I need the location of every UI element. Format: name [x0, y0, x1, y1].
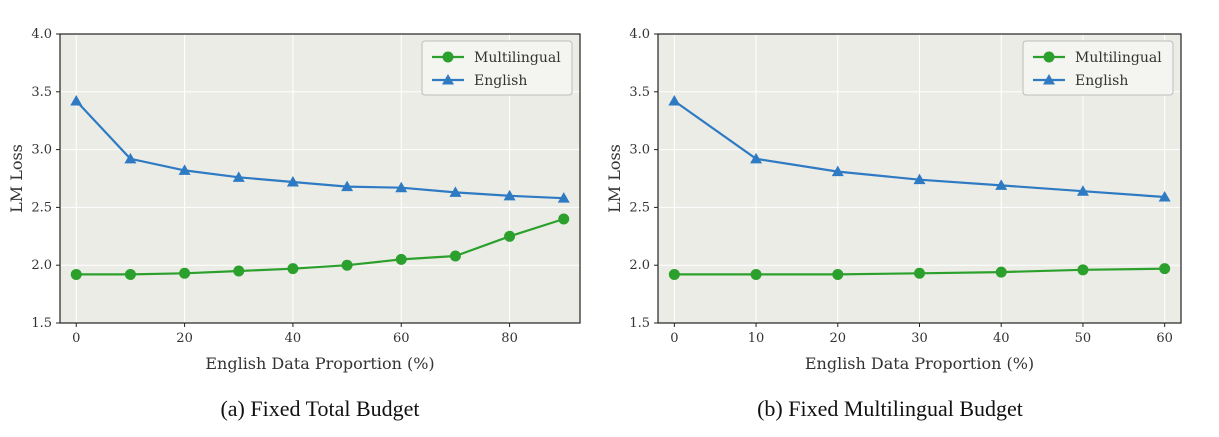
- data-point-english: [395, 181, 408, 193]
- data-point-multilingual: [70, 268, 82, 280]
- data-point-english: [1158, 190, 1171, 202]
- legend: Multilingual English: [1022, 40, 1174, 96]
- data-point-multilingual: [668, 268, 680, 280]
- data-point-english: [286, 175, 299, 187]
- data-point-multilingual: [995, 266, 1007, 278]
- series-line-multilingual: [76, 217, 565, 276]
- x-tick-label: 50: [1075, 331, 1092, 346]
- data-point-multilingual: [504, 230, 516, 242]
- y-tick-label: 3.5: [629, 85, 650, 100]
- data-point-english: [750, 152, 763, 164]
- data-point-english: [913, 173, 926, 185]
- data-point-english: [1076, 185, 1089, 196]
- data-point-multilingual: [1077, 264, 1089, 276]
- data-point-english: [831, 165, 844, 177]
- data-point-english: [449, 186, 462, 197]
- y-tick-label: 4.0: [629, 27, 650, 42]
- y-tick-label: 2.5: [629, 200, 650, 215]
- data-point-english: [995, 179, 1008, 190]
- data-point-multilingual: [233, 265, 245, 277]
- data-point-english: [232, 171, 245, 182]
- legend-label-multilingual: Multilingual: [1075, 50, 1162, 66]
- y-tick-label: 3.0: [31, 143, 52, 158]
- data-point-english: [557, 192, 570, 203]
- legend-label-english: English: [474, 73, 527, 89]
- legend-marker-english: [1043, 74, 1055, 85]
- data-point-multilingual: [287, 263, 299, 275]
- data-point-multilingual: [558, 213, 570, 225]
- data-point-english: [124, 152, 137, 164]
- data-point-english: [503, 189, 516, 201]
- legend-marker-multilingual: [1043, 51, 1055, 63]
- legend: Multilingual English: [421, 40, 573, 96]
- x-tick-label: 20: [830, 331, 847, 346]
- x-tick-label: 0: [670, 331, 678, 346]
- x-tick-label: 80: [501, 331, 518, 346]
- data-point-multilingual: [1159, 263, 1171, 275]
- plot-frame: [59, 33, 581, 324]
- x-tick-label: 60: [1156, 331, 1173, 346]
- y-tick-label: 1.5: [629, 316, 650, 331]
- y-tick-label: 2.0: [31, 258, 52, 273]
- data-point-multilingual: [179, 267, 191, 279]
- chart-panel-0: 0 20 40 60 80 1.5 2.0 2.5 3.0 3.5 4.0 English Data …: [7, 27, 581, 373]
- data-point-multilingual: [124, 268, 136, 280]
- legend-label-english: English: [1075, 73, 1128, 89]
- legend-box: [421, 40, 573, 96]
- data-point-english: [178, 164, 191, 175]
- chart-panel-1: 0 10 20 30 40 50 60 1.5 2.0 2.5 3.0 3.5 4.0 English D…: [605, 27, 1182, 373]
- data-point-multilingual: [750, 268, 762, 280]
- legend-box: [1022, 40, 1174, 96]
- y-tick-label: 2.5: [31, 200, 52, 215]
- data-point-multilingual: [395, 253, 407, 265]
- x-axis-label: English Data Proportion (%): [205, 354, 434, 373]
- legend-marker-english: [442, 74, 454, 85]
- x-tick-label: 40: [993, 331, 1010, 346]
- x-tick-label: 60: [393, 331, 410, 346]
- caption-b: (b) Fixed Multilingual Budget: [757, 396, 1023, 421]
- data-point-english: [341, 180, 354, 192]
- x-tick-label: 40: [285, 331, 302, 346]
- y-axis-label: LM Loss: [605, 144, 624, 213]
- x-tick-label: 20: [176, 331, 193, 346]
- y-tick-label: 1.5: [31, 316, 52, 331]
- charts-canvas: 0 20 40 60 80 1.5 2.0 2.5 3.0 3.5 4.0 English Data …: [7, 27, 1182, 373]
- data-point-multilingual: [341, 259, 353, 271]
- x-tick-label: 0: [72, 331, 80, 346]
- y-tick-label: 2.0: [629, 258, 650, 273]
- legend-label-multilingual: Multilingual: [474, 50, 561, 66]
- y-axis-label: LM Loss: [7, 144, 26, 213]
- data-point-multilingual: [914, 267, 925, 279]
- data-point-multilingual: [832, 268, 844, 280]
- x-tick-label: 10: [748, 331, 765, 346]
- y-tick-label: 4.0: [31, 27, 52, 42]
- data-point-english: [668, 95, 681, 106]
- series-line-english: [75, 100, 564, 200]
- x-tick-label: 30: [911, 331, 928, 346]
- y-tick-label: 3.0: [629, 143, 650, 158]
- data-point-multilingual: [449, 250, 461, 262]
- y-tick-label: 3.5: [31, 85, 52, 100]
- caption-a: (a) Fixed Total Budget: [220, 396, 420, 421]
- x-axis-label: English Data Proportion (%): [805, 354, 1034, 373]
- data-point-english: [70, 95, 83, 106]
- legend-marker-multilingual: [442, 51, 454, 63]
